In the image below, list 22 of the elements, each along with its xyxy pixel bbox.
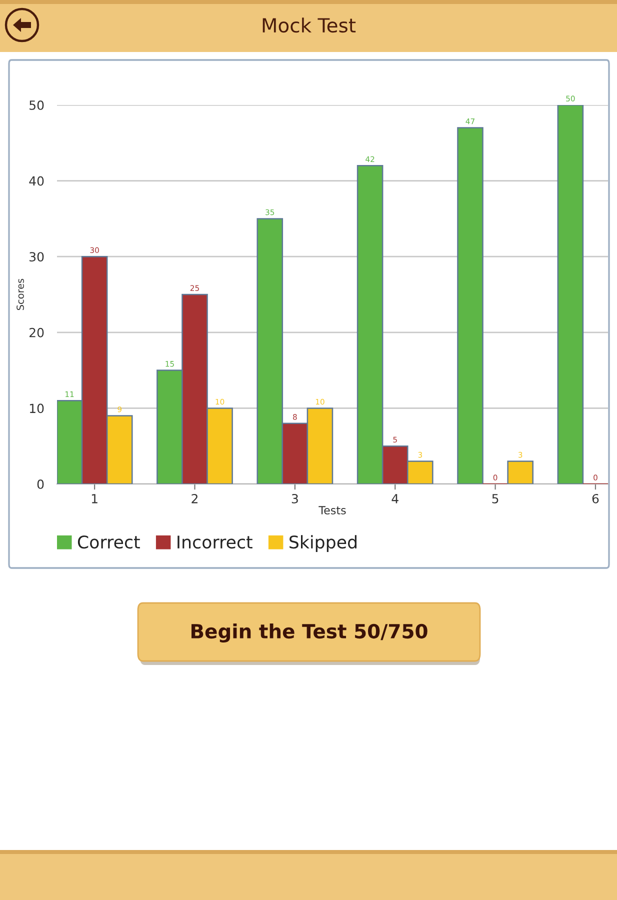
bar (507, 460, 534, 484)
y-tick-label: 30 (30, 252, 44, 262)
chart-title: Mock Test (262, 18, 356, 33)
x-tick-label: 6 (592, 494, 599, 504)
y-axis-title: Scores (16, 278, 24, 310)
x-tick-label: 1 (92, 494, 98, 504)
y-tick-label: 0 (37, 479, 44, 489)
legend-label: Skipped (290, 535, 356, 552)
x-tick-label: 3 (292, 494, 298, 504)
y-tick-label: 40 (29, 176, 44, 186)
legend-label: Incorrect (178, 536, 252, 549)
x-tick-label: 4 (392, 494, 398, 504)
y-tick-label: 50 (30, 100, 44, 110)
bar (457, 127, 484, 484)
x-tick-label: 5 (492, 494, 498, 504)
bar (557, 105, 584, 484)
legend-label: Correct (78, 535, 140, 549)
y-tick-label: 20 (30, 328, 44, 338)
y-tick-label: 10 (30, 404, 44, 414)
x-axis-title: Tests (318, 506, 346, 514)
x-tick-label: 2 (192, 494, 198, 504)
text: Begin the Test 50/750 (192, 624, 428, 642)
